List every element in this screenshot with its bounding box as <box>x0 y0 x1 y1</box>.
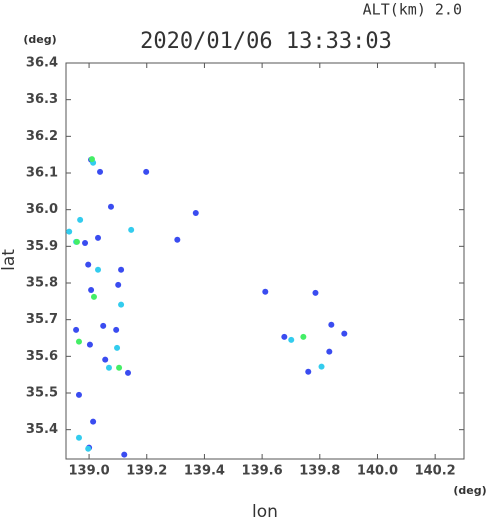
echo-point <box>73 326 80 333</box>
plot-frame <box>65 62 465 460</box>
y-tick-label: 35.6 <box>26 349 58 364</box>
echo-point <box>77 216 84 223</box>
echo-point <box>115 281 122 288</box>
echo-point <box>95 266 102 273</box>
x-unit: (deg) <box>453 484 486 497</box>
x-tick-label: 140.2 <box>415 464 456 479</box>
y-unit: (deg) <box>23 33 56 46</box>
echo-point <box>121 451 128 458</box>
echo-point <box>341 330 348 337</box>
echo-point <box>118 301 125 308</box>
echo-point <box>90 293 97 300</box>
echo-point <box>143 168 150 175</box>
echo-point <box>114 344 121 351</box>
echo-point <box>312 289 319 296</box>
x-axis-label: lon <box>252 502 278 521</box>
echo-point <box>116 364 123 371</box>
x-tick-label: 139.6 <box>242 464 283 479</box>
echo-point <box>88 286 95 293</box>
y-tick-label: 35.8 <box>26 276 58 291</box>
x-tick-label: 139.8 <box>299 464 340 479</box>
echo-point <box>88 156 95 163</box>
y-tick-label: 36.0 <box>26 202 58 217</box>
y-tick-label: 35.9 <box>26 239 58 254</box>
echo-point <box>85 445 92 452</box>
y-tick-label: 36.2 <box>26 129 58 144</box>
echo-point <box>100 322 107 329</box>
y-tick-label: 36.4 <box>26 56 58 71</box>
echo-point <box>128 226 135 233</box>
echo-point <box>97 168 104 175</box>
echo-point <box>118 266 125 273</box>
echo-point <box>125 369 132 376</box>
echo-point <box>328 321 335 328</box>
echo-point <box>288 336 295 343</box>
echo-point <box>86 341 93 348</box>
echo-point <box>300 333 307 340</box>
y-tick-label: 35.5 <box>26 386 58 401</box>
echo-point <box>82 240 89 247</box>
altitude-label: ALT(km) 2.0 <box>363 1 462 19</box>
echo-point <box>281 333 288 340</box>
x-tick-label: 139.0 <box>69 464 110 479</box>
x-tick-label: 140.0 <box>357 464 398 479</box>
echo-point <box>192 209 199 216</box>
echo-point <box>85 261 92 268</box>
echo-point <box>113 326 120 333</box>
y-tick-label: 36.1 <box>26 166 58 181</box>
y-tick-label: 35.7 <box>26 312 58 327</box>
y-axis-label: lat <box>0 249 19 271</box>
echo-point <box>90 418 97 425</box>
echo-point <box>107 203 114 210</box>
echo-point <box>318 363 325 370</box>
x-tick-label: 139.4 <box>184 464 225 479</box>
y-tick-label: 35.4 <box>26 422 58 437</box>
y-tick-label: 36.3 <box>26 92 58 107</box>
echo-point <box>262 288 269 295</box>
echo-point <box>102 356 109 363</box>
x-tick-label: 139.2 <box>126 464 167 479</box>
echo-point <box>174 236 181 243</box>
echo-point <box>326 348 333 355</box>
echo-point <box>305 368 312 375</box>
chart-title: 2020/01/06 13:33:03 <box>140 29 392 54</box>
echo-point <box>95 234 102 241</box>
echo-point <box>75 391 82 398</box>
echo-point <box>73 238 80 245</box>
echo-point <box>75 434 82 441</box>
echo-point <box>75 338 82 345</box>
echo-point <box>105 364 112 371</box>
echo-point <box>66 228 73 235</box>
